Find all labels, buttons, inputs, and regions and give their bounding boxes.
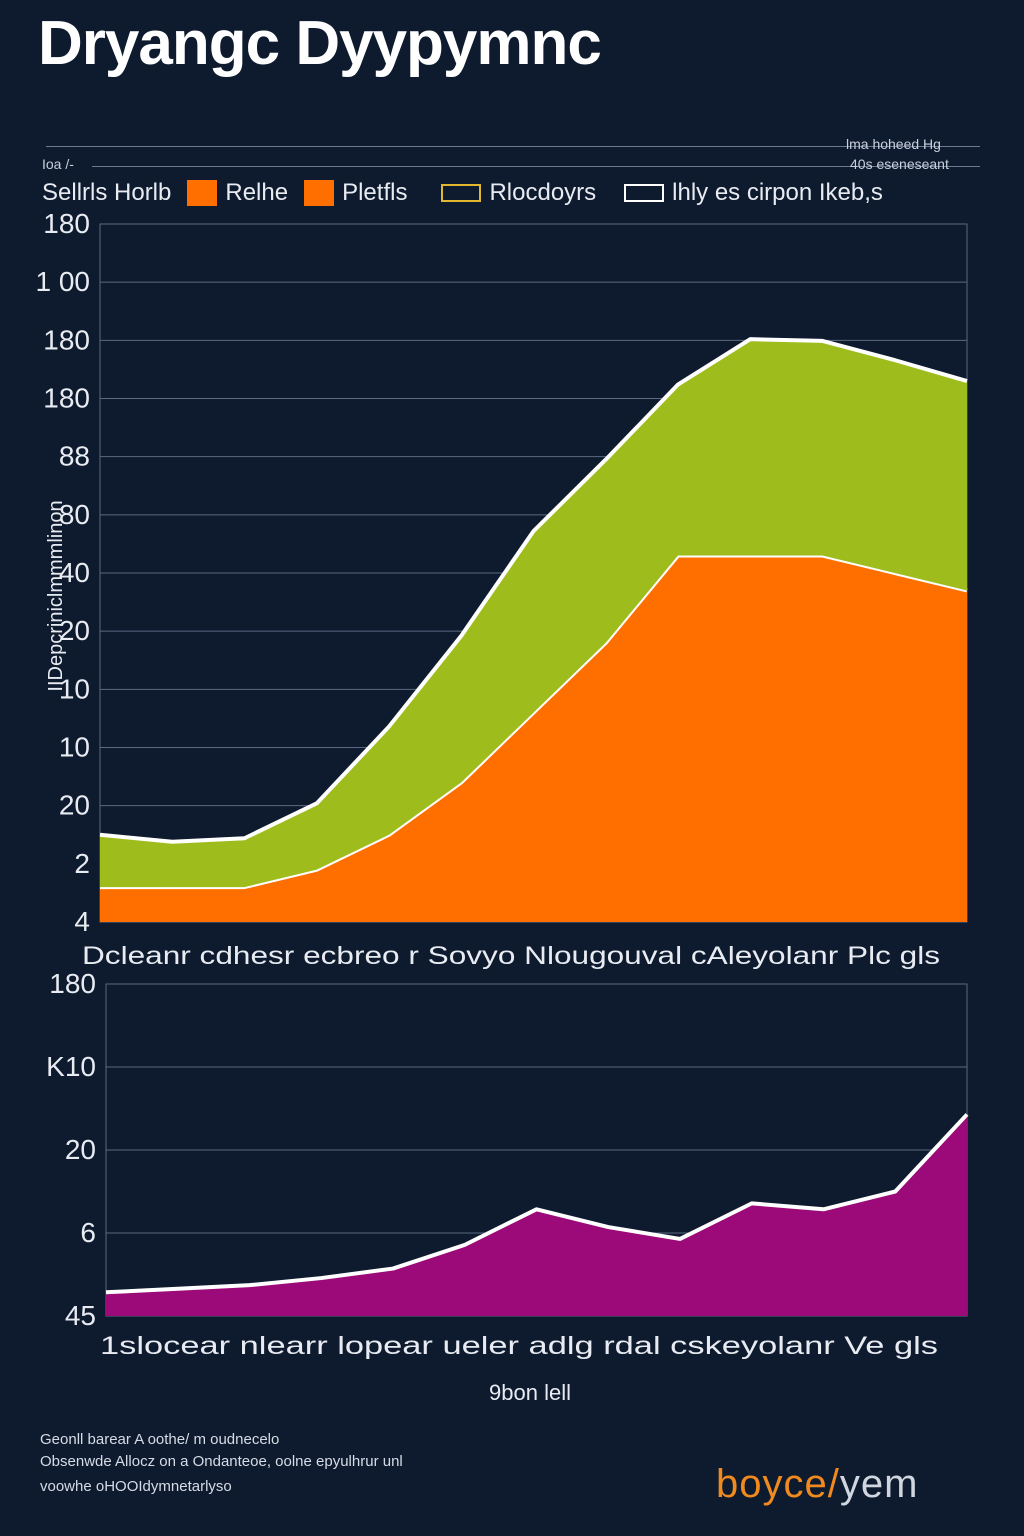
chart1-areas bbox=[99, 337, 968, 922]
chart2-x-axis-sublabel: 9bon lell bbox=[489, 1380, 571, 1405]
page-title: Dryangc Dyypymnc bbox=[38, 9, 602, 78]
chart-legend: Sellrls Horlb Relhe Pletfls Rlocdoyrs lh… bbox=[42, 176, 982, 210]
chart2-area-series-1 bbox=[106, 1114, 967, 1316]
chart1-y-tick-label: 180 bbox=[43, 324, 90, 355]
chart1-y-tick-label: 40 bbox=[59, 557, 90, 588]
top-note-right-2: 40s eseneseant bbox=[850, 156, 949, 172]
brand-part-2: yem bbox=[839, 1462, 919, 1506]
chart2-y-tick-label: 180 bbox=[49, 968, 96, 999]
chart1-area-series-2 bbox=[100, 339, 967, 888]
chart1-y-axis-label: IIDepcriniclmmmlinon bbox=[45, 500, 67, 691]
brand-logo: boyce/yem bbox=[716, 1462, 918, 1507]
chart1-y-tick-label: 2 bbox=[74, 848, 90, 879]
chart1-area-series-1 bbox=[100, 555, 967, 922]
footnote-2: Obsenwde Allocz on a Ondanteoe, oolne ep… bbox=[40, 1453, 403, 1470]
chart1-y-tick-label: 88 bbox=[59, 441, 90, 472]
legend-item-2: Pletfls bbox=[304, 179, 441, 207]
legend-swatch-4 bbox=[624, 184, 665, 202]
legend-swatch-2 bbox=[304, 180, 335, 206]
legend-label-3: Rlocdoyrs bbox=[489, 179, 597, 206]
brand-separator: / bbox=[827, 1462, 840, 1506]
chart2-y-tick-label: 6 bbox=[80, 1217, 96, 1248]
legend-item-4: lhly es cirpon Ikeb,s bbox=[624, 179, 883, 207]
chart1-y-tick-label: 1 00 bbox=[36, 266, 91, 297]
legend-label-4: lhly es cirpon Ikeb,s bbox=[672, 179, 883, 206]
chart2-y-tick-label: K10 bbox=[46, 1051, 96, 1082]
legend-item-1: Relhe bbox=[187, 179, 304, 207]
footnote-1: Geonll barear A oothe/ m oudnecelo bbox=[40, 1431, 280, 1448]
top-note-left: Ioa /- bbox=[42, 156, 74, 172]
chart2-y-ticks: 180 K10 20 6 45 bbox=[46, 968, 96, 1331]
legend-item-3: Rlocdoyrs bbox=[441, 179, 624, 207]
footnote-3: voowhe oHOOIdymnetarlyso bbox=[40, 1478, 232, 1495]
top-rule-2 bbox=[92, 166, 980, 167]
legend-prefix: Sellrls Horlb bbox=[42, 179, 172, 206]
chart1-y-tick-label: 10 bbox=[59, 673, 90, 704]
brand-part-1: boyce bbox=[716, 1462, 828, 1506]
chart1-y-tick-label: 20 bbox=[59, 615, 90, 646]
chart1-x-axis-label: Dcleanr cdhesr ecbreo r Sovyo Nlougouval… bbox=[82, 942, 940, 970]
chart1-y-tick-label: 80 bbox=[59, 499, 90, 530]
chart1-y-tick-label: 4 bbox=[74, 906, 90, 937]
legend-label-2: Pletfls bbox=[342, 179, 408, 206]
chart2-areas bbox=[105, 1113, 969, 1316]
legend-swatch-1 bbox=[187, 180, 218, 206]
chart2-x-axis-label: 1slocear nlearr lopear ueler adlg rdal c… bbox=[100, 1332, 938, 1360]
chart1-y-tick-label: 180 bbox=[43, 383, 90, 414]
chart1-y-tick-label: 20 bbox=[59, 790, 90, 821]
chart1-y-ticks: 180 1 00 180 180 88 80 40 20 10 10 20 2 4 bbox=[36, 208, 91, 937]
chart2-y-tick-label: 20 bbox=[65, 1134, 96, 1165]
top-rule-1 bbox=[46, 146, 980, 147]
chart2-y-tick-label: 45 bbox=[65, 1300, 96, 1331]
top-note-right-1: lma hoheed Hg bbox=[846, 136, 941, 152]
legend-label-1: Relhe bbox=[225, 179, 289, 206]
legend-swatch-3 bbox=[441, 184, 482, 202]
chart1-y-tick-label: 10 bbox=[59, 732, 90, 763]
chart1-y-tick-label: 180 bbox=[43, 208, 90, 239]
